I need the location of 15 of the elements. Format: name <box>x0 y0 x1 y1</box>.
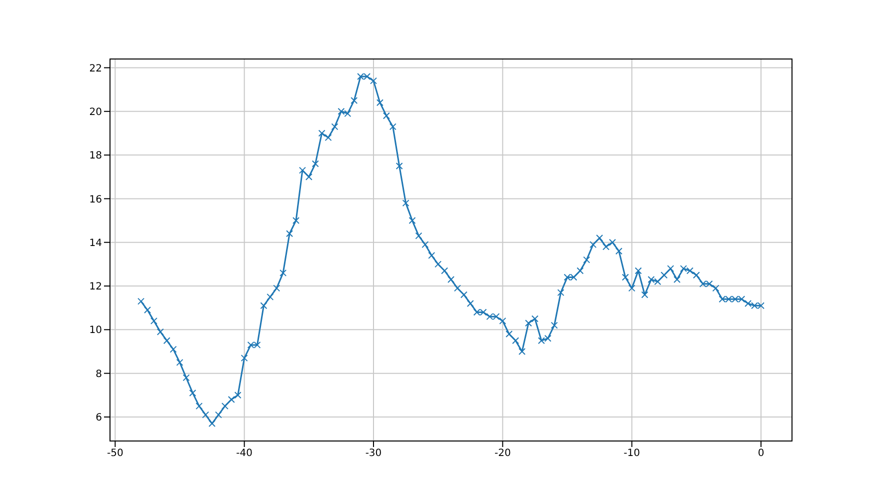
y-tick-label: 22 <box>89 63 102 74</box>
x-tick-label: -30 <box>365 448 382 460</box>
y-tick-label: 16 <box>89 194 102 206</box>
x-tick-label: -50 <box>106 448 124 460</box>
x-tick-label: -20 <box>494 448 511 460</box>
x-tick-label: -40 <box>236 448 253 460</box>
x-tick-label: -10 <box>624 448 640 460</box>
y-tick-label: 6 <box>96 412 102 424</box>
x-tick-label: 0 <box>758 448 764 460</box>
y-tick-label: 14 <box>89 238 102 249</box>
y-tick-label: 18 <box>89 150 102 162</box>
y-tick-label: 12 <box>89 282 102 293</box>
y-tick-label: 8 <box>96 368 102 380</box>
y-tick-label: 20 <box>89 106 102 118</box>
y-tick-label: 10 <box>89 325 102 336</box>
